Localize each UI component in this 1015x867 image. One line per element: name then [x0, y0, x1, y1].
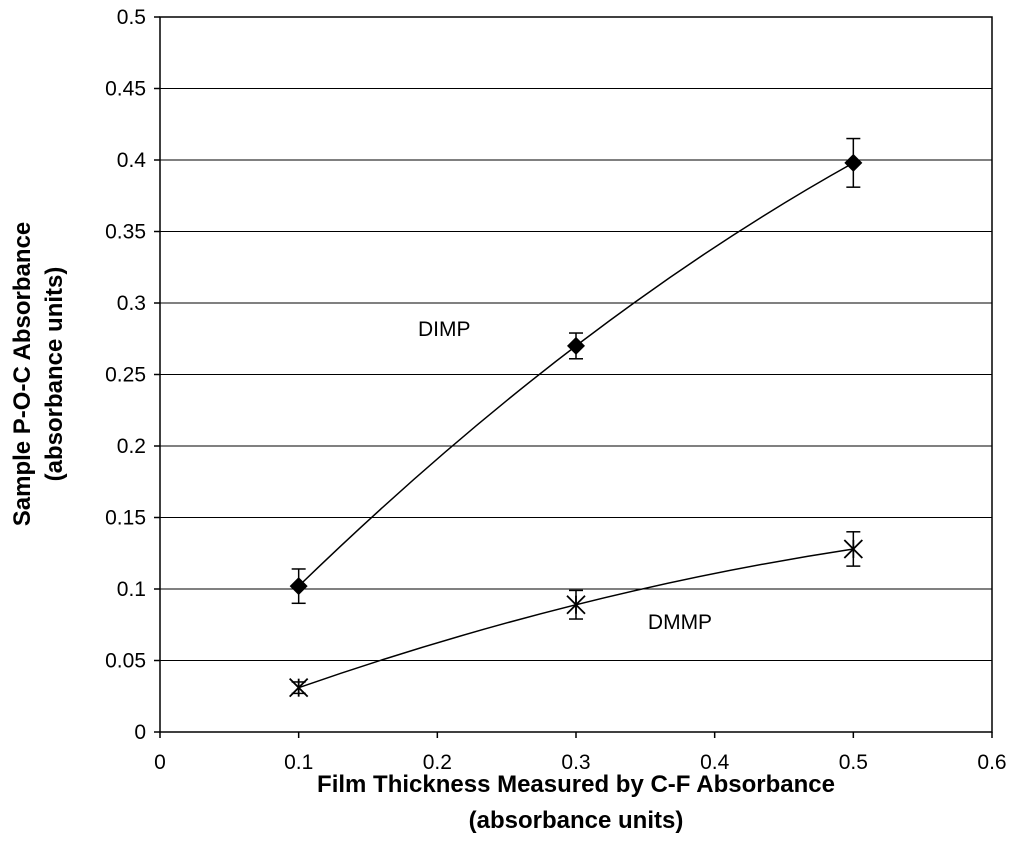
x-tick-label: 0.6: [977, 751, 1006, 774]
x-tick-label: 0.3: [561, 751, 590, 774]
y-axis-title-line1: Sample P-O-C Absorbance: [9, 222, 36, 527]
y-tick-label: 0.25: [105, 364, 146, 387]
series-label-dimp: DIMP: [418, 318, 471, 341]
y-axis-title-line2: (absorbance units): [41, 267, 68, 482]
x-tick-label: 0.1: [284, 751, 313, 774]
x-axis: 0 0.1 0.2 0.3 0.4 0.5 0.6: [154, 732, 1007, 774]
y-tick-label: 0.1: [117, 578, 146, 601]
series-dmmp: [289, 531, 863, 698]
series-label-dmmp: DMMP: [648, 611, 712, 634]
data-point: [289, 577, 308, 596]
series: [289, 137, 863, 698]
y-tick-label: 0.5: [117, 6, 146, 29]
x-axis-title-line2: (absorbance units): [469, 807, 684, 834]
y-tick-label: 0.35: [105, 221, 146, 244]
y-tick-label: 0.15: [105, 507, 146, 530]
data-point: [843, 539, 863, 559]
x-tick-label: 0.2: [423, 751, 452, 774]
data-point: [567, 336, 585, 355]
x-axis-title-line1: Film Thickness Measured by C-F Absorbanc…: [317, 771, 835, 798]
data-point: [844, 153, 863, 172]
gridlines: [160, 88, 992, 661]
x-tick-label: 0.5: [839, 751, 868, 774]
x-tick-label: 0: [154, 751, 166, 774]
y-tick-label: 0: [134, 721, 146, 744]
data-point: [289, 678, 309, 698]
series-dimp: [289, 137, 863, 605]
y-tick-label: 0.2: [117, 435, 146, 458]
x-tick-label: 0.4: [700, 751, 730, 774]
y-tick-label: 0.45: [105, 78, 146, 101]
series-labels: DIMP DMMP: [418, 318, 712, 634]
y-axis: 0 0.05 0.1 0.15 0.2 0.25 0.3 0.35 0.4 0.45 0.5: [105, 6, 160, 744]
y-tick-label: 0.3: [117, 292, 146, 315]
y-tick-label: 0.05: [105, 650, 146, 673]
y-tick-label: 0.4: [117, 149, 147, 172]
data-point: [566, 595, 586, 615]
